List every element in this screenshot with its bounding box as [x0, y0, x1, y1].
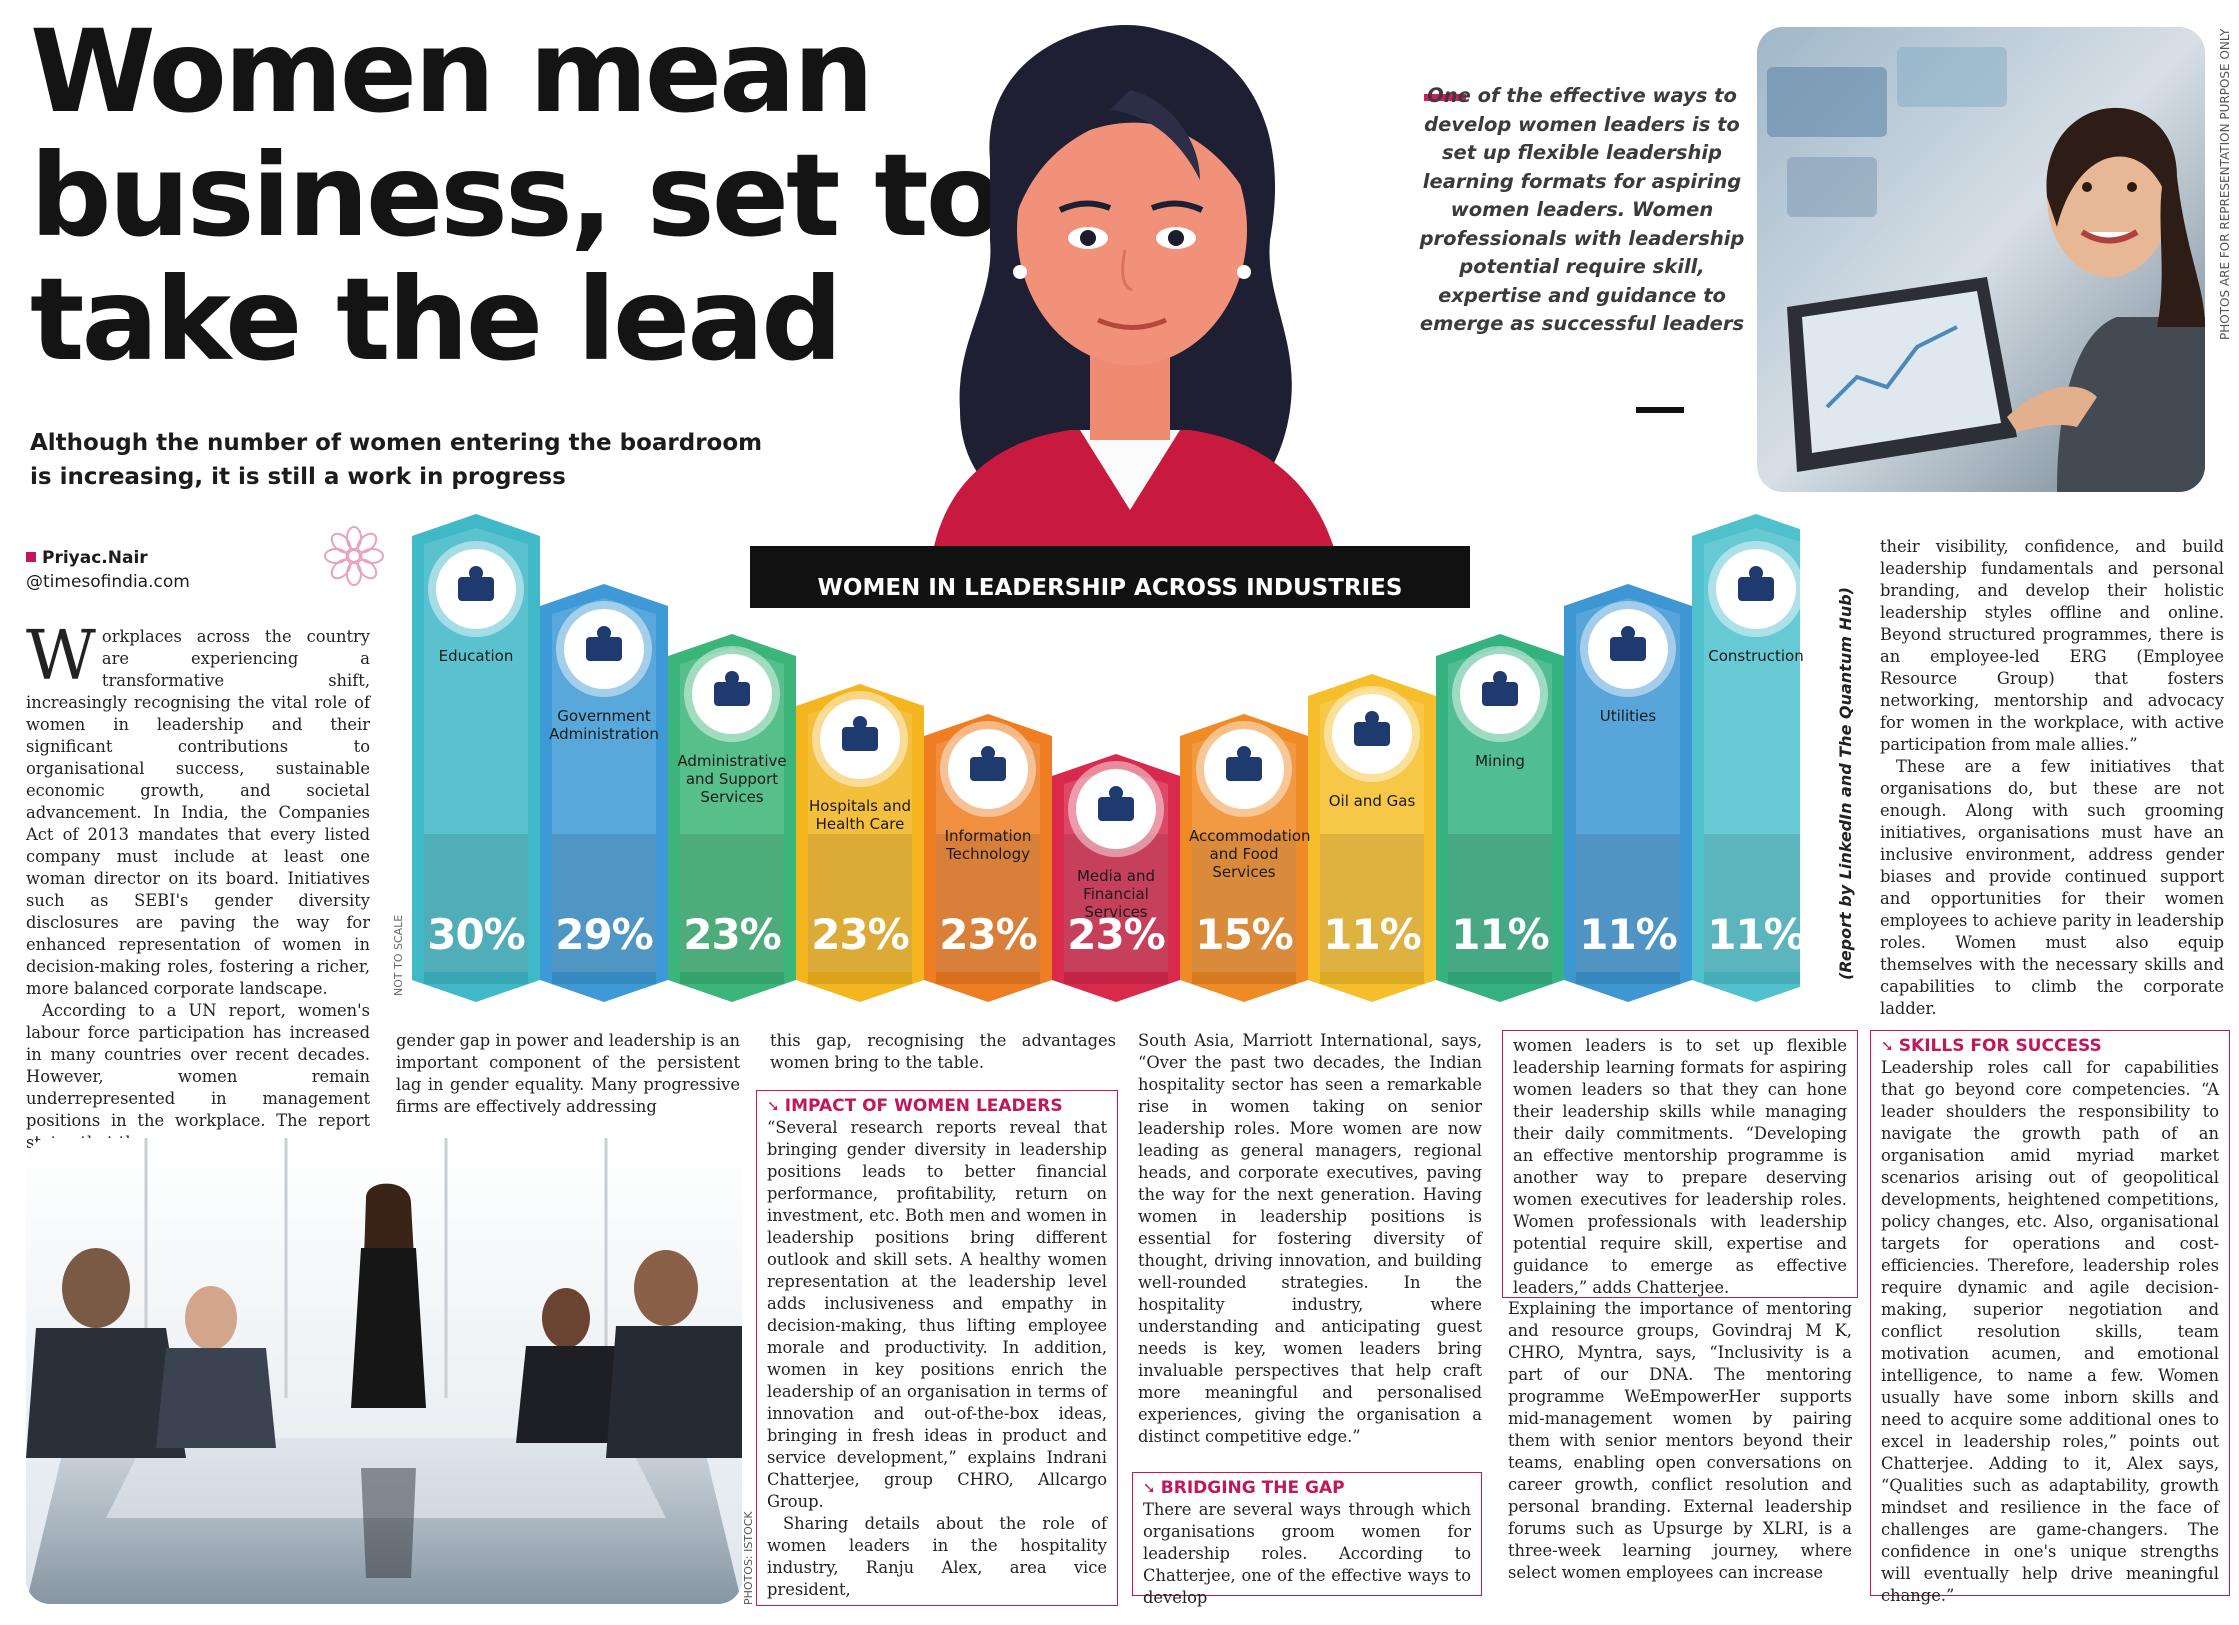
col2-para-1: gender gap in power and leadership is an…	[396, 1031, 740, 1116]
byline-name: Priyac.Nair	[26, 546, 190, 570]
woman-illustration	[930, 25, 1340, 570]
col3-para-2: “Several research reports reveal that br…	[767, 1118, 1107, 1511]
col4-para-1: South Asia, Marriott International, says…	[1138, 1031, 1482, 1446]
body-column-2: gender gap in power and leadership is an…	[396, 1030, 740, 1118]
column-highlight	[424, 528, 528, 972]
col6-para-1: their visibility, confidence, and build …	[1880, 537, 2224, 754]
column-shade	[1576, 834, 1680, 984]
skills-subhead: SKILLS FOR SUCCESS	[1881, 1035, 2219, 1057]
col6-para-3: Leadership roles call for capabilities t…	[1881, 1058, 2219, 1605]
industry-column	[1564, 584, 1692, 1002]
industry-column	[540, 584, 668, 1002]
mining-pickaxe-icon-glyph	[1482, 671, 1518, 706]
column-shade	[936, 834, 1040, 984]
column-bar	[796, 684, 924, 1002]
col3-para-1: this gap, recognising the advantages wom…	[770, 1031, 1116, 1072]
column-highlight	[680, 648, 784, 972]
bridging-subhead: BRIDGING THE GAP	[1143, 1477, 1471, 1499]
not-to-scale-note: NOT TO SCALE	[392, 914, 405, 996]
column-shade	[424, 834, 528, 984]
photo-woman-laptop	[1757, 27, 2205, 492]
graduation-cap-icon-glyph	[458, 566, 494, 601]
column-shade	[1448, 834, 1552, 984]
industry-column	[412, 514, 540, 1002]
drop-cap: W	[26, 617, 96, 696]
industry-column	[1436, 634, 1564, 1002]
headline-line-1: Women mean	[30, 5, 874, 138]
col6-para-2: These are a few initiatives that organis…	[1880, 757, 2224, 1018]
infographic-title: WOMEN IN LEADERSHIP ACROSS INDUSTRIES	[750, 568, 1470, 608]
col1-para-1: orkplaces across the country are experie…	[26, 627, 370, 998]
column-bar	[540, 584, 668, 1002]
impact-subhead: IMPACT OF WOMEN LEADERS	[767, 1095, 1107, 1117]
col1-para-2: According to a UN report, women's labour…	[26, 1001, 370, 1152]
col4-para-2: There are several ways through which org…	[1143, 1500, 1471, 1607]
pull-quote-marker	[1424, 94, 1466, 101]
column-bar	[412, 514, 540, 1002]
mentorship-box: women leaders is to set up flexible lead…	[1502, 1030, 1858, 1298]
headline-line-2: business, set to	[30, 129, 1004, 262]
column-highlight	[552, 598, 656, 972]
health-heart-icon-glyph	[842, 716, 878, 751]
column-highlight	[1448, 648, 1552, 972]
industry-column	[1308, 674, 1436, 1002]
report-source: (Report by LinkedIn and The Quantum Hub)	[1836, 587, 1855, 980]
industry-column	[924, 714, 1052, 1002]
column-shade	[1320, 834, 1424, 984]
money-bag-icon-glyph	[1098, 786, 1134, 821]
industry-column	[1692, 514, 1800, 1002]
cloche-service-icon-glyph	[1226, 746, 1262, 781]
headline: Women mean business, set to take the lea…	[30, 5, 1004, 386]
tech-circuit-icon-glyph	[970, 746, 1006, 781]
bridging-box: BRIDGING THE GAP There are several ways …	[1132, 1472, 1482, 1607]
column-shade	[680, 834, 784, 984]
body-column-4: South Asia, Marriott International, says…	[1138, 1030, 1482, 1448]
body-column-5: Explaining the importance of mentoring a…	[1508, 1298, 1852, 1584]
pull-quote: One of the effective ways to develop wom…	[1419, 84, 1745, 335]
pull-quote-end-marker	[1636, 407, 1684, 413]
flower-ornament-icon	[324, 526, 384, 586]
column-shade	[808, 834, 912, 984]
column-bar	[1692, 514, 1800, 1002]
col5-para-1: women leaders is to set up flexible lead…	[1513, 1036, 1847, 1297]
industry-column	[668, 634, 796, 1002]
byline-outlet: @timesofindia.com	[26, 572, 190, 592]
industry-infographic	[412, 514, 1800, 1002]
body-column-6: their visibility, confidence, and build …	[1880, 536, 2224, 1020]
column-bar	[1564, 584, 1692, 1002]
skills-box: SKILLS FOR SUCCESS Leadership roles call…	[1870, 1030, 2230, 1605]
column-shade	[552, 834, 656, 984]
column-shade	[1704, 834, 1800, 984]
utilities-wrench-gear-icon-glyph	[1610, 626, 1646, 661]
oil-drop-gear-icon-glyph	[1354, 711, 1390, 746]
photo-credit-top: PHOTOS ARE FOR REPRESENTATION PURPOSE ON…	[2218, 28, 2232, 340]
industry-column	[796, 684, 924, 1002]
impact-box: IMPACT OF WOMEN LEADERS “Several researc…	[756, 1090, 1118, 1606]
column-highlight	[1704, 528, 1800, 972]
team-support-icon-glyph	[714, 671, 750, 706]
byline: Priyac.Nair @timesofindia.com	[26, 546, 190, 594]
headline-line-3: take the lead	[30, 253, 843, 386]
col5-para-2: Explaining the importance of mentoring a…	[1508, 1299, 1852, 1582]
bridge-icon-glyph	[1738, 566, 1774, 601]
body-column-3: this gap, recognising the advantages wom…	[770, 1030, 1116, 1074]
column-bar	[1436, 634, 1564, 1002]
industry-column	[1180, 714, 1308, 1002]
column-shade	[1064, 834, 1168, 984]
column-bar	[668, 634, 796, 1002]
photo-meeting-room	[26, 1138, 742, 1604]
industry-column	[1052, 754, 1180, 1002]
deck: Although the number of women entering th…	[30, 430, 763, 490]
col3-para-3: Sharing details about the role of women …	[767, 1514, 1107, 1599]
column-highlight	[1576, 598, 1680, 972]
government-building-icon-glyph	[586, 626, 622, 661]
column-shade	[1192, 834, 1296, 984]
